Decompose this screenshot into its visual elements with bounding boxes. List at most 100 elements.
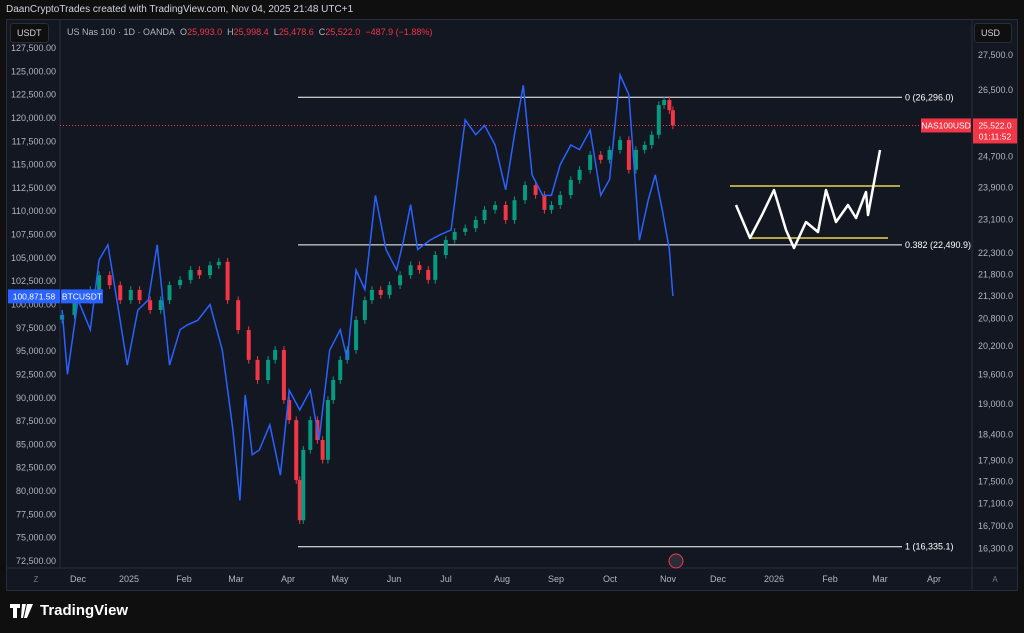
change-value: −487.9 (−1.88%) — [365, 27, 433, 37]
candle-body — [137, 289, 142, 301]
time-axis-tick: Apr — [927, 574, 941, 584]
right-axis-tick: 17,100.0 — [978, 499, 1013, 509]
time-axis-tick: Sep — [548, 574, 564, 584]
chart-frame[interactable]: USDT USD US Nas 100 · 1D · OANDA O25,993… — [6, 19, 1018, 591]
right-axis-tick: 17,900.0 — [978, 455, 1013, 465]
left-currency-button[interactable]: USDT — [10, 23, 49, 43]
candle-body — [503, 204, 508, 220]
candle-body — [670, 110, 675, 126]
left-axis-tick: 82,500.00 — [16, 463, 56, 473]
candle-body — [598, 154, 603, 160]
candle-body — [294, 420, 299, 481]
bar-countdown: 01:11:52 — [979, 131, 1012, 141]
candle-body — [354, 319, 359, 350]
candle-body — [281, 349, 286, 401]
left-axis-tick: 77,500.00 — [16, 509, 56, 519]
chart-caption: DaanCryptoTrades created with TradingVie… — [6, 4, 354, 15]
candle-body — [225, 261, 230, 301]
left-axis-tick: 80,000.00 — [16, 486, 56, 496]
candle-body — [387, 285, 392, 295]
btc-price-badge — [8, 289, 60, 304]
candle-body — [167, 285, 172, 301]
left-axis-tick: 110,000.00 — [12, 206, 56, 216]
fib-level-label: 1 (16,335.1) — [905, 542, 954, 552]
left-axis-tick: 100,000.00 — [11, 300, 56, 310]
price-chart[interactable]: 127,500.00 125,000.00 122,500.00 120,000.00… — [0, 0, 1024, 600]
time-axis-tick: Apr — [281, 574, 295, 584]
candle-body — [542, 194, 547, 210]
nas-symbol-text: NAS100USD — [921, 120, 971, 130]
time-axis-tick: Feb — [176, 574, 192, 584]
btc-symbol-badge — [61, 289, 103, 304]
right-axis-tick: 18,400.0 — [978, 429, 1013, 439]
tradingview-logo: TradingView — [10, 602, 128, 619]
left-axis-tick: 85,000.00 — [16, 439, 56, 449]
candle-body — [246, 330, 251, 360]
candle-body — [482, 209, 487, 220]
time-axis-tick: Dec — [710, 574, 727, 584]
right-axis-tick: 23,100.0 — [978, 215, 1013, 225]
candle-body — [568, 179, 573, 195]
candle-body — [443, 239, 448, 255]
right-axis-tick: 20,200.0 — [978, 341, 1013, 351]
candle-body — [301, 449, 306, 521]
left-axis-tick: 90,000.00 — [16, 393, 56, 403]
candle-body — [512, 200, 517, 220]
nas-price-text: 25,522.0 — [978, 120, 1011, 130]
candle-body — [255, 359, 260, 381]
auto-scale-toggle-icon: A — [992, 575, 998, 584]
candle-body — [549, 204, 554, 210]
candle-body — [463, 228, 468, 232]
low-value: 25,478.6 — [278, 27, 314, 37]
auto-scale-icon: Z — [34, 575, 39, 584]
right-currency-button[interactable]: USD — [974, 23, 1012, 43]
candle-body — [577, 169, 582, 180]
high-value: 25,998.4 — [233, 27, 269, 37]
candle-body — [118, 285, 123, 301]
left-axis-tick: 75,000.00 — [16, 533, 56, 543]
nas-symbol-badge — [921, 118, 971, 133]
candle-body — [558, 194, 563, 205]
right-axis-tick: 19,000.0 — [978, 399, 1013, 409]
right-axis-tick: 21,300.0 — [978, 291, 1013, 301]
right-axis-tick: 19,600.0 — [978, 370, 1013, 380]
candle-body — [266, 359, 271, 381]
left-axis-tick: 97,500.00 — [16, 323, 56, 333]
left-axis-tick: 117,500.00 — [12, 136, 56, 146]
candle-body — [667, 99, 672, 111]
projected-path-drawing — [734, 149, 882, 250]
candle-body — [188, 269, 193, 280]
candle-body — [297, 480, 302, 521]
candle-body — [369, 289, 374, 301]
right-axis-tick: 27,500.0 — [978, 50, 1013, 60]
symbol-name[interactable]: US Nas 100 · 1D · OANDA — [67, 27, 176, 37]
left-axis-tick: 125,000.00 — [11, 66, 56, 76]
candle-body — [331, 380, 336, 401]
left-axis-tick: 122,500.00 — [11, 90, 56, 100]
candle-body — [533, 185, 538, 195]
candle-body — [178, 279, 183, 286]
right-axis-tick: 20,800.0 — [978, 314, 1013, 324]
candle-body — [493, 204, 498, 210]
candle-body — [607, 149, 612, 160]
symbol-legend: US Nas 100 · 1D · OANDA O25,993.0 H25,99… — [67, 27, 433, 37]
candle-body — [362, 300, 367, 320]
candle-body — [433, 254, 438, 280]
time-axis-tick: Feb — [822, 574, 838, 584]
right-axis-tick: 24,700.0 — [978, 151, 1013, 161]
candle-body — [633, 149, 638, 170]
candle-body — [378, 289, 383, 295]
time-axis-tick: May — [331, 574, 349, 584]
left-axis-tick: 112,500.00 — [12, 183, 56, 193]
candle-body — [452, 231, 457, 240]
left-axis-tick: 107,500.00 — [11, 230, 56, 240]
candle-body — [523, 185, 528, 201]
btc-symbol-text: BTCUSDT — [62, 291, 102, 301]
candle-body — [473, 219, 478, 229]
candle-body — [107, 275, 112, 286]
candle-body — [158, 300, 163, 311]
tradingview-logo-icon — [10, 603, 33, 618]
candle-body — [662, 99, 667, 106]
candle-body — [273, 349, 278, 360]
left-axis-tick: 115,000.00 — [12, 160, 56, 170]
